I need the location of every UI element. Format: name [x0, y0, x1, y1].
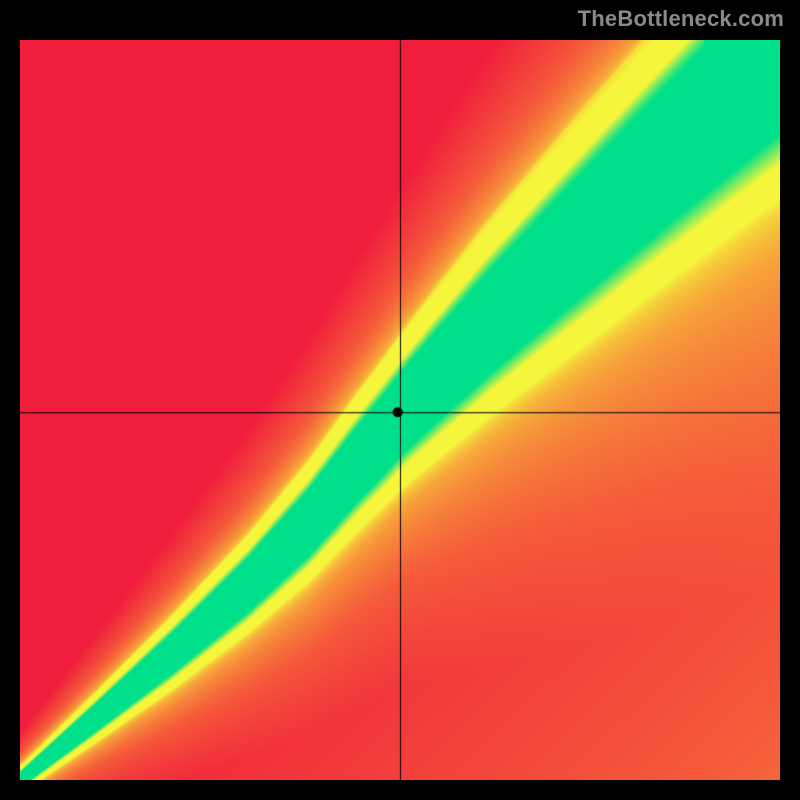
figure-root: { "meta": { "watermark": "TheBottleneck.…	[0, 0, 800, 800]
watermark-text: TheBottleneck.com	[578, 6, 784, 32]
bottleneck-heatmap	[20, 40, 780, 780]
